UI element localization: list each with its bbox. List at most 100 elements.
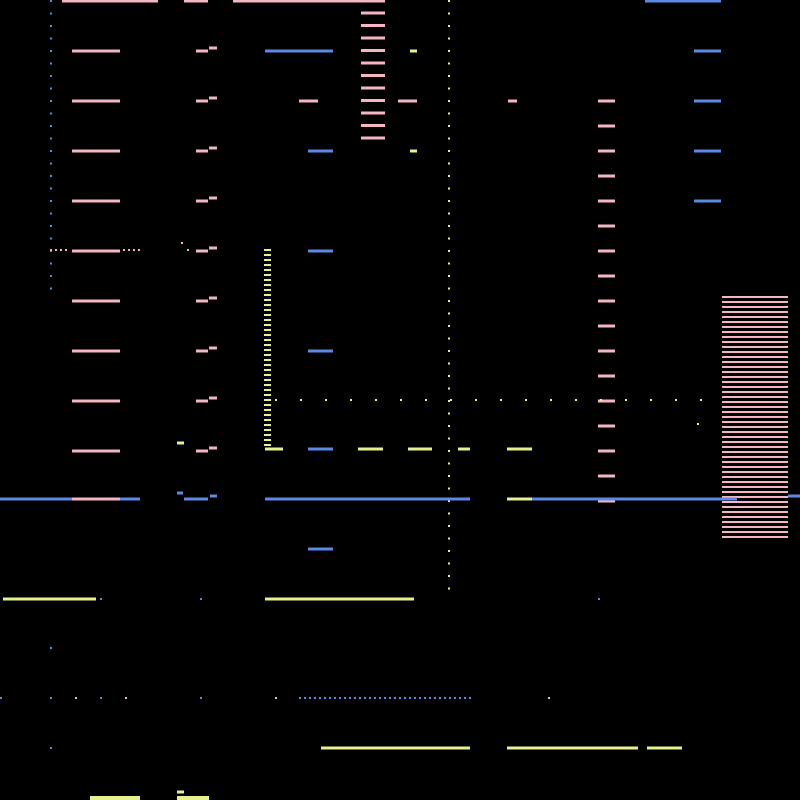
dot (123, 249, 125, 251)
dot (650, 399, 652, 401)
dot (448, 537, 450, 540)
dot (50, 50, 52, 52)
dot (448, 37, 450, 40)
dot (434, 697, 436, 699)
dot (500, 399, 502, 401)
dot (448, 587, 450, 590)
dot (448, 400, 450, 402)
dot (50, 249, 52, 251)
dot (400, 399, 402, 401)
dot (55, 249, 57, 251)
dot (448, 462, 450, 465)
dot (369, 697, 371, 699)
dot (448, 425, 450, 427)
dot (464, 697, 466, 699)
dot (448, 200, 450, 202)
dot (50, 287, 52, 290)
dot (448, 100, 450, 102)
dot (275, 697, 277, 699)
dot (414, 697, 416, 699)
dot (133, 249, 135, 251)
dot (50, 225, 52, 227)
dot (399, 697, 401, 699)
dot (448, 375, 450, 377)
dot (448, 362, 450, 365)
dot (187, 249, 189, 251)
dot (448, 550, 450, 552)
dot (448, 487, 450, 490)
dot (700, 399, 702, 401)
dot (329, 697, 331, 699)
dot (50, 75, 52, 77)
dot (448, 137, 450, 140)
dot (448, 287, 450, 290)
dot (138, 249, 140, 251)
dot (448, 387, 450, 390)
dot (50, 162, 52, 165)
dot (448, 325, 450, 327)
dot (448, 237, 450, 240)
dot (50, 25, 52, 27)
dot (448, 12, 450, 15)
dot (50, 137, 52, 140)
dot (448, 187, 450, 190)
dot (379, 697, 381, 699)
dot (375, 399, 377, 401)
dot (50, 275, 52, 277)
dot (448, 175, 450, 177)
dot (448, 312, 450, 315)
dot (334, 697, 336, 699)
dot (429, 697, 431, 699)
dot (469, 697, 471, 699)
dot (100, 697, 102, 699)
dot (128, 249, 130, 251)
dot (600, 399, 602, 401)
dot (50, 187, 52, 190)
dot (448, 250, 450, 252)
dot (50, 262, 52, 265)
dot (50, 200, 52, 202)
dot (50, 647, 52, 649)
dot (439, 697, 441, 699)
dot (448, 300, 450, 302)
dot (444, 697, 446, 699)
dot (319, 697, 321, 699)
dot (200, 697, 202, 699)
dot (349, 697, 351, 699)
dot (448, 262, 450, 265)
dot (448, 62, 450, 65)
dot (625, 399, 627, 401)
dot (448, 25, 450, 27)
dot (50, 12, 52, 15)
dot (448, 0, 450, 2)
dot (50, 100, 52, 102)
dot (354, 697, 356, 699)
dot (350, 399, 352, 401)
dot (448, 512, 450, 515)
dot (448, 525, 450, 527)
dot (50, 212, 52, 215)
dot (309, 697, 311, 699)
dot (548, 697, 550, 699)
dot (339, 697, 341, 699)
dot (448, 162, 450, 165)
dot (448, 87, 450, 90)
dot (50, 37, 52, 40)
dot (448, 450, 450, 452)
dot (419, 697, 421, 699)
dot (448, 500, 450, 502)
dot (50, 125, 52, 127)
dot (448, 350, 450, 352)
dot (344, 697, 346, 699)
dot (394, 697, 396, 699)
dot (448, 337, 450, 340)
dot (448, 437, 450, 440)
dot (299, 697, 301, 699)
dot (697, 423, 699, 425)
dot (300, 399, 302, 401)
dot (50, 0, 52, 2)
dot (75, 697, 77, 699)
dot (404, 697, 406, 699)
dot (448, 475, 450, 477)
dot (425, 399, 427, 401)
